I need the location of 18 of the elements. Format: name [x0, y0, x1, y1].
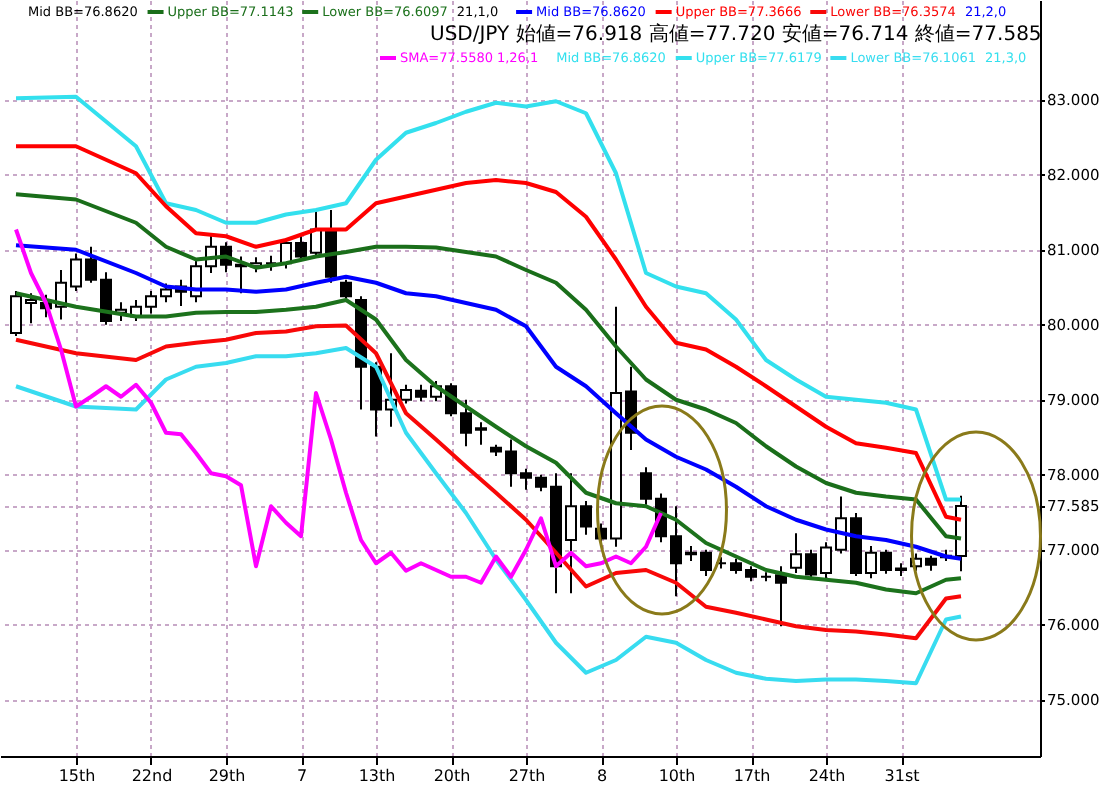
x-tick-label: 31st — [884, 767, 920, 785]
x-tick-label: 27th — [508, 767, 546, 785]
line-series — [14, 323, 963, 641]
x-tick-label: 17th — [733, 767, 771, 785]
line-series — [14, 346, 963, 686]
annotation: USD/JPY 始値=76.918 高値=77.720 安値=76.714 終値=77.585 — [430, 22, 1042, 46]
x-tick-label: 15th — [58, 767, 96, 785]
x-tick-label: 10th — [658, 767, 696, 785]
x-tick-label: 8 — [596, 767, 608, 785]
x-tick-label: 24th — [808, 767, 846, 785]
x-tick-label: 20th — [433, 767, 471, 785]
line-series — [14, 94, 963, 502]
x-tick-label: 29th — [208, 767, 246, 785]
candlestick — [340, 278, 352, 301]
x-tick-label: 13th — [358, 767, 396, 785]
x-tick-label: 7 — [296, 767, 308, 785]
candlestick — [775, 565, 787, 628]
x-tick-label: 22nd — [131, 767, 173, 785]
